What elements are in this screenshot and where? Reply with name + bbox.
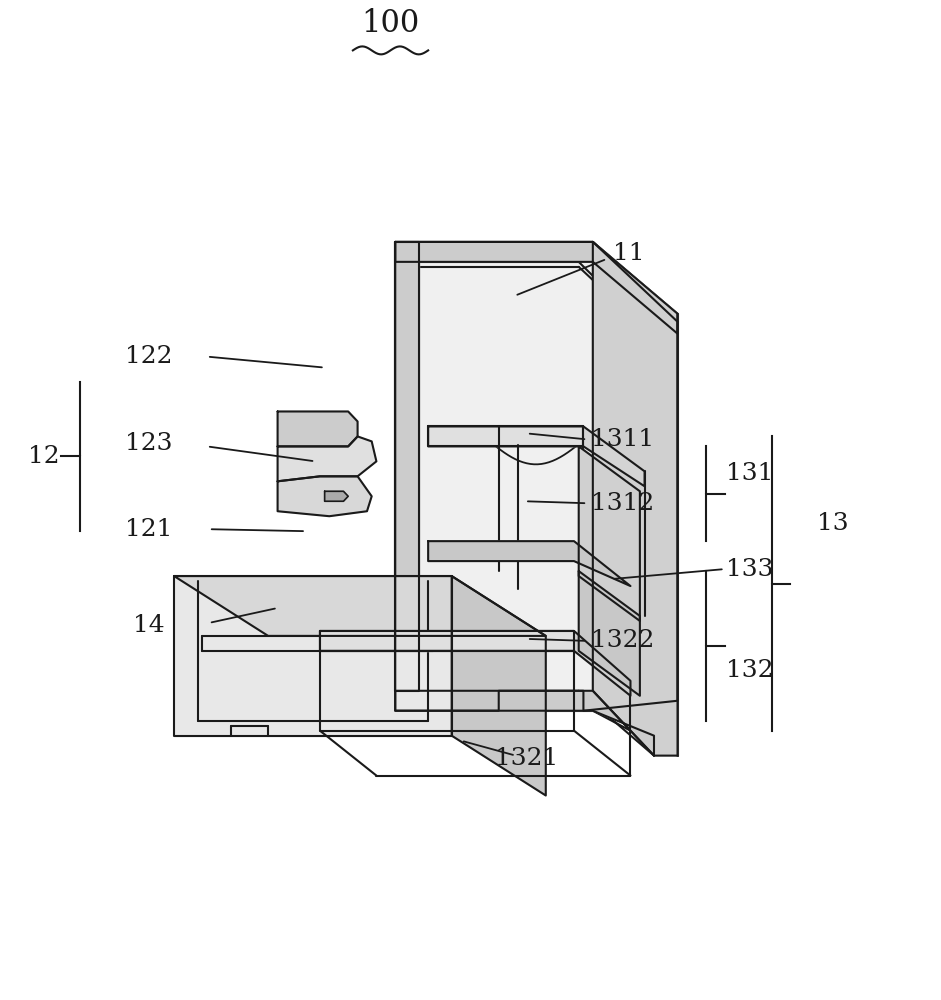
Text: 13: 13 — [817, 512, 849, 535]
Polygon shape — [395, 242, 678, 334]
Polygon shape — [278, 476, 372, 516]
Text: 122: 122 — [125, 345, 172, 368]
Text: 12: 12 — [28, 445, 60, 468]
Polygon shape — [579, 446, 640, 621]
Text: 133: 133 — [726, 558, 774, 581]
Text: 14: 14 — [133, 614, 165, 637]
Polygon shape — [278, 436, 376, 481]
Polygon shape — [278, 411, 358, 446]
Text: 121: 121 — [125, 518, 172, 541]
Polygon shape — [320, 631, 574, 651]
Polygon shape — [395, 242, 419, 691]
Text: 1321: 1321 — [495, 747, 559, 770]
Polygon shape — [428, 426, 645, 486]
Polygon shape — [452, 576, 546, 796]
Polygon shape — [174, 576, 546, 636]
Polygon shape — [395, 242, 678, 711]
Polygon shape — [428, 541, 630, 586]
Text: 1322: 1322 — [591, 629, 654, 652]
Text: 123: 123 — [125, 432, 172, 455]
Polygon shape — [593, 242, 678, 756]
Polygon shape — [579, 571, 640, 696]
Text: 132: 132 — [726, 659, 774, 682]
Text: 100: 100 — [361, 8, 420, 39]
Polygon shape — [320, 631, 630, 696]
Polygon shape — [395, 691, 654, 756]
Polygon shape — [174, 576, 452, 736]
Text: 11: 11 — [613, 242, 645, 265]
Text: 131: 131 — [726, 462, 774, 485]
Polygon shape — [428, 426, 583, 446]
Polygon shape — [325, 491, 348, 501]
Text: 1311: 1311 — [591, 428, 654, 451]
Text: 1312: 1312 — [591, 492, 654, 515]
